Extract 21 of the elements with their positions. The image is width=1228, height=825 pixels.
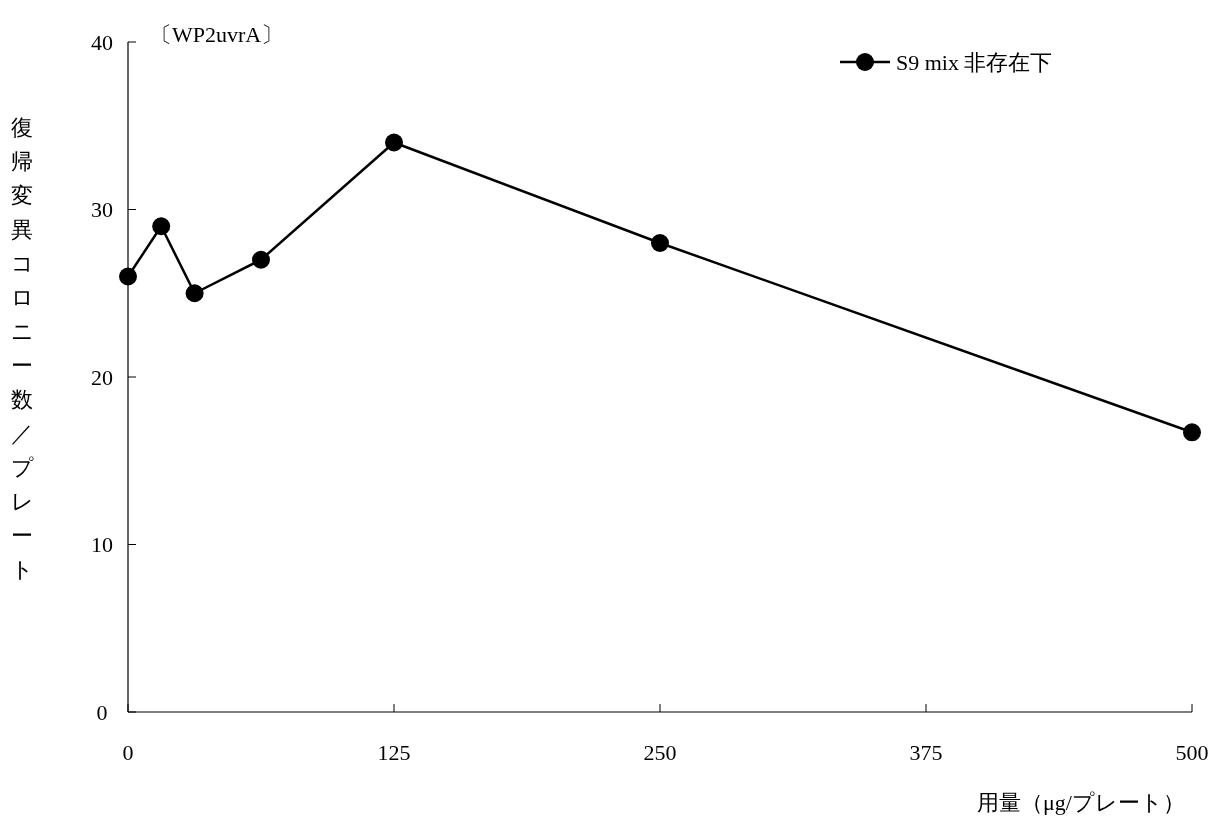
x-axis-title: 用量（μg/プレート）	[977, 790, 1185, 815]
text: 復帰変異コロニー数／プレート	[10, 115, 34, 582]
x-tick-label: 375	[909, 740, 943, 765]
point	[651, 234, 669, 252]
y-tick-label: 10	[91, 532, 113, 558]
legend-label: S9 mix 非存在下	[896, 49, 1053, 75]
x-tick-label: 0	[122, 740, 134, 765]
point	[185, 284, 204, 303]
y-tick-label: 20	[91, 364, 113, 390]
point	[385, 133, 403, 152]
y-tick-label: 0	[96, 699, 108, 725]
chart-title: 〔WP2uvrA〕	[150, 22, 284, 47]
point	[252, 250, 270, 269]
x-tick-label: 500	[1175, 740, 1209, 765]
point	[152, 217, 171, 236]
point	[119, 267, 137, 286]
point	[1183, 423, 1201, 442]
x-tick-label: 250	[643, 740, 677, 765]
y-tick-label: 40	[91, 29, 113, 55]
y-tick-label: 30	[91, 197, 113, 223]
x-tick-label: 125	[377, 740, 411, 765]
